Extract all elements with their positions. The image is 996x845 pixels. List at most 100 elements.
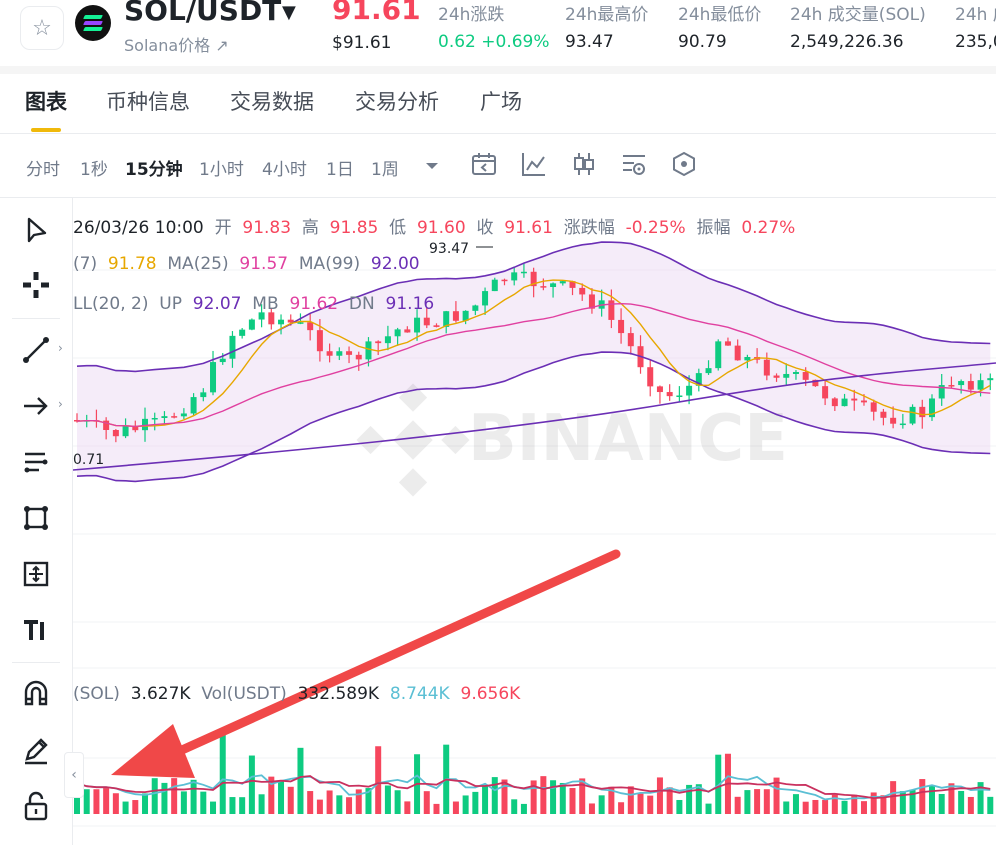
candle-body [948, 385, 955, 387]
volume-bar [142, 793, 149, 814]
volume-bar [637, 793, 644, 814]
text-tool[interactable] [14, 610, 58, 650]
tf-1d[interactable]: 1日 [326, 160, 354, 180]
volume-bar [676, 799, 683, 814]
candle-body [384, 336, 391, 344]
volume-bar [229, 797, 236, 814]
legend-boll-label: LL(20, 2) [73, 294, 149, 314]
volume-ma-lines [76, 774, 991, 801]
candle-body [686, 385, 693, 396]
cursor-icon [27, 217, 47, 243]
timeframe-more-icon[interactable] [420, 154, 444, 178]
chevron-right-icon[interactable]: › [58, 397, 63, 411]
collapse-toolbar-button[interactable]: ‹ [64, 752, 84, 798]
volume-bar [608, 786, 615, 814]
candle-style-icon[interactable] [570, 150, 598, 178]
volume-bar [958, 790, 965, 814]
crosshair-tool[interactable] [14, 265, 58, 305]
tf-15m[interactable]: 15分钟 [125, 160, 183, 180]
tab-coin-info[interactable]: 币种信息 [106, 90, 190, 114]
tf-1h[interactable]: 1小时 [199, 160, 244, 180]
volume-bar [754, 789, 761, 814]
legend-change-label: 涨跌幅 [563, 218, 615, 238]
legend-mb-label: MB [252, 294, 279, 314]
candle-body [608, 300, 615, 320]
candle-body [190, 397, 197, 414]
volume-bar [326, 790, 333, 814]
indicator-chart-icon[interactable] [520, 150, 548, 178]
boll-band-area [77, 242, 991, 482]
candle-body [142, 418, 149, 431]
favorite-star-icon[interactable]: ☆ [20, 6, 64, 50]
settings-sliders-icon[interactable] [620, 150, 648, 178]
candle-body [792, 372, 799, 374]
legend-vol-usdt-label: Vol(USDT) [201, 684, 287, 704]
candle-body [501, 279, 508, 282]
candle-body [443, 311, 450, 327]
candle-body [258, 312, 265, 320]
measure-tool[interactable] [14, 554, 58, 594]
legend-date: 26/03/26 10:00 [73, 218, 204, 238]
tf-line[interactable]: 分时 [26, 160, 60, 180]
candle-body [618, 319, 625, 334]
tf-4h[interactable]: 4小时 [262, 160, 307, 180]
candle-body [491, 279, 498, 292]
volume-bar [297, 747, 304, 814]
candle-body [355, 354, 362, 360]
stat-label: 24h最低价 [678, 5, 762, 25]
candle-body [550, 283, 557, 288]
candle-body [958, 381, 965, 386]
volume-bar [569, 788, 576, 814]
pair-dropdown-icon[interactable]: ▼ [282, 2, 296, 23]
volume-bar [559, 782, 566, 814]
volume-bar [316, 799, 323, 814]
trendline-tool[interactable] [14, 330, 58, 370]
legend-low-label: 低 [389, 218, 407, 238]
tab-trading-data[interactable]: 交易数据 [230, 90, 314, 114]
fib-tool[interactable] [14, 442, 58, 482]
candle-body [724, 341, 731, 346]
magnet-icon [24, 680, 48, 706]
lock-tool[interactable] [14, 786, 58, 826]
stat-value: 93.47 [565, 32, 614, 52]
volume-bar [132, 800, 139, 814]
arrow-right-icon [24, 397, 48, 415]
legend-close-label: 收 [476, 218, 494, 238]
candle-body [715, 341, 722, 369]
legend-low: 91.60 [416, 218, 466, 238]
legend-dn-label: DN [348, 294, 375, 314]
candle-body [103, 420, 110, 430]
volume-bar [744, 790, 751, 814]
hexagon-settings-icon[interactable] [670, 150, 698, 178]
magnet-tool[interactable] [14, 674, 58, 714]
volume-bar [802, 801, 809, 814]
kline-chart[interactable]: BINANCE 93.47 0.71 26/03/26 10:00 开 91.8… [73, 198, 996, 845]
edit-tool[interactable] [14, 730, 58, 770]
cursor-tool[interactable] [14, 210, 58, 250]
tab-chart[interactable]: 图表 [25, 90, 67, 114]
tf-1s[interactable]: 1秒 [80, 160, 108, 180]
chart-grid [73, 269, 996, 827]
volume-bar [705, 803, 712, 814]
volume-bar [74, 783, 80, 814]
tab-square[interactable]: 广场 [480, 90, 522, 114]
volume-ma10-line [76, 775, 991, 800]
volume-bar [656, 777, 663, 814]
legend-high-label: 高 [301, 218, 319, 238]
tab-trading-analysis[interactable]: 交易分析 [355, 90, 439, 114]
candle-body [511, 272, 518, 281]
main-tabs: 图表 币种信息 交易数据 交易分析 广场 [0, 74, 996, 134]
volume-bar [530, 780, 537, 814]
coin-price-link[interactable]: Solana价格 ↗ [124, 36, 229, 55]
pair-title[interactable]: SOL/USDT [124, 0, 282, 27]
arrow-tool[interactable] [14, 386, 58, 426]
volume-bar [851, 794, 858, 814]
tf-1w[interactable]: 1周 [371, 160, 399, 180]
volume-bar [365, 788, 372, 814]
calendar-icon[interactable] [470, 150, 498, 178]
high-marker-label: 93.47 [429, 241, 469, 257]
chevron-right-icon[interactable]: › [58, 341, 63, 355]
rectangle-tool[interactable] [14, 498, 58, 538]
candle-body [812, 379, 819, 387]
candle-body [161, 416, 168, 418]
